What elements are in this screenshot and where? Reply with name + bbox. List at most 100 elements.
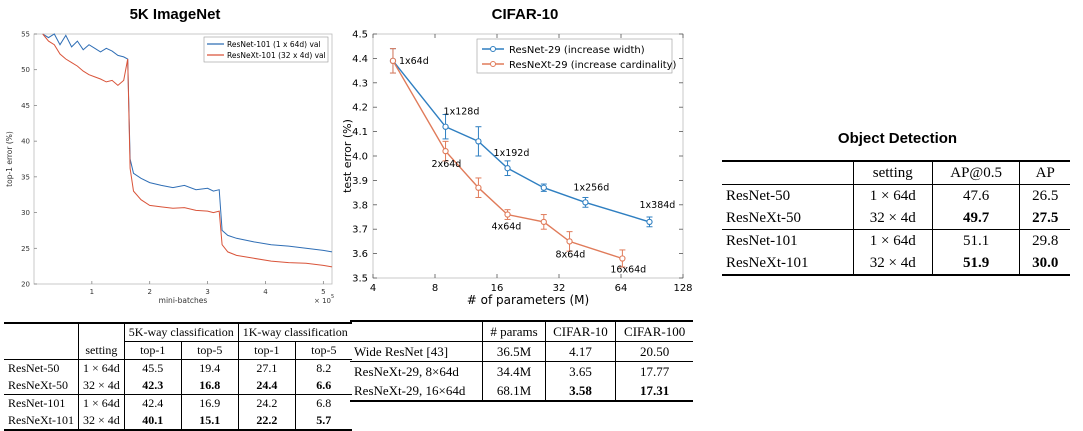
y-tick-label: 45 (21, 102, 30, 110)
x-tick-label: 4 (370, 283, 376, 294)
x-axis-label: mini-batches (159, 296, 208, 305)
y-tick-label: 4.5 (352, 30, 368, 41)
resnext29-point-label: 2x64d (432, 159, 462, 170)
value-cell: 22.2 (237, 412, 296, 431)
value-cell: 6.6 (294, 377, 352, 395)
model-name: ResNeXt-101 (4, 412, 79, 431)
column-header: AP (1019, 160, 1070, 185)
setting-cell: 1 × 64d (78, 394, 125, 412)
legend-label-resnet29: ResNet-29 (increase width) (509, 45, 645, 56)
y-tick-label: 3.9 (352, 176, 368, 187)
legend-box (476, 38, 673, 74)
value-cell: 40.1 (123, 412, 182, 431)
column-header: # params (482, 320, 546, 342)
setting-cell: 32 × 4d (852, 207, 933, 230)
resnet29-data-point (475, 138, 482, 145)
value-cell: 68.1M (482, 381, 546, 402)
model-name: ResNet-101 (726, 232, 798, 249)
legend-label-resnext: ResNeXt-101 (32 x 4d) val (227, 51, 326, 60)
y-tick-label: 40 (21, 138, 30, 146)
resnext29-data-point (504, 211, 511, 218)
value-cell: 42.3 (123, 377, 182, 395)
setting-cell: 32 × 4d (852, 252, 933, 276)
y-axis-label: top-1 error (%) (5, 131, 14, 187)
y-tick-label: 50 (21, 66, 30, 74)
value-cell: 51.9 (931, 252, 1020, 276)
value-cell: 24.2 (237, 394, 296, 412)
resnet29-data-point (540, 184, 547, 191)
y-tick-label: 30 (21, 209, 30, 217)
table-cell (722, 160, 854, 185)
table-row: ResNeXt-101 32 × 4d 40.1 15.1 22.2 5.7 (4, 412, 352, 431)
value-cell: 27.5 (1019, 207, 1070, 230)
value-cell: 15.1 (180, 412, 239, 431)
table-row: ResNet-50 1 × 64d 47.6 26.5 (722, 184, 1070, 207)
resnet29-point-label: 1x64d (399, 56, 429, 67)
y-tick-label: 3.8 (352, 200, 368, 211)
value-cell: 51.1 (931, 229, 1020, 252)
resnext29-data-point (619, 255, 626, 262)
value-cell: 24.4 (237, 377, 296, 395)
resnet29-data-point (504, 165, 511, 172)
column-header: top-5 (294, 341, 352, 360)
resnext29-point-label: 8x64d (556, 249, 586, 260)
value-cell: 34.4M (482, 361, 546, 381)
y-tick-label: 20 (21, 281, 30, 289)
x-tick-label: 8 (432, 283, 438, 294)
resnet29-data-point (442, 123, 449, 130)
setting-cell: 1 × 64d (852, 184, 933, 207)
plot-frame (33, 33, 333, 285)
value-cell: 3.65 (544, 361, 616, 381)
setting-header: setting (78, 341, 125, 360)
resnext-series-line (42, 33, 333, 268)
imagenet-results-table: 5K-way classification 1K-way classificat… (4, 322, 352, 431)
resnext29-data-point (442, 147, 449, 155)
legend-marker-resnext29 (490, 61, 496, 67)
resnet-series-line (42, 33, 333, 253)
column-header: CIFAR-10 (544, 320, 616, 342)
value-cell: 27.1 (237, 359, 296, 377)
resnext29-point-label: 4x64d (492, 222, 522, 233)
resnext29-point-label: 16x64d (610, 264, 646, 275)
table-row: ResNet-101 1 × 64d 51.1 29.8 (722, 229, 1070, 252)
y-tick-label: 4.1 (352, 127, 368, 138)
model-name: ResNeXt-29, 8×64d (354, 363, 459, 379)
resnext29-data-point (475, 184, 482, 191)
x-tick-label: 32 (553, 283, 566, 294)
model-name: ResNeXt-29, 16×64d (350, 381, 483, 402)
plot-frame (372, 33, 684, 279)
table-row: ResNet-101 1 × 64d 42.4 16.9 24.2 6.8 (4, 394, 352, 412)
table-cell (350, 320, 483, 342)
column-header: top-1 (123, 341, 182, 360)
table-cell (78, 322, 125, 342)
table-row: ResNet-50 1 × 64d 45.5 19.4 27.1 8.2 (4, 359, 352, 377)
column-header: setting (852, 160, 933, 185)
model-name: ResNeXt-101 (722, 252, 854, 276)
y-tick-label: 4.3 (352, 78, 368, 89)
legend-label-resnet: ResNet-101 (1 x 64d) val (227, 40, 321, 49)
x-tick-label: 1 (90, 288, 94, 296)
value-cell: 42.4 (123, 394, 182, 412)
detection-title: Object Detection (837, 130, 958, 147)
value-cell: 19.4 (180, 359, 239, 377)
table-row: ResNeXt-101 32 × 4d 51.9 30.0 (722, 252, 1070, 276)
setting-cell: 32 × 4d (78, 412, 125, 431)
value-cell: 17.31 (615, 381, 693, 402)
group-header-1k: 1K-way classification (237, 322, 352, 342)
resnext29-data-point (389, 57, 397, 64)
value-cell: 47.6 (931, 184, 1020, 207)
table-row: ResNeXt-50 32 × 4d 49.7 27.5 (722, 207, 1070, 230)
imagenet-title: 5K ImageNet (129, 6, 221, 23)
detection-results-table: setting AP@0.5 AP ResNet-50 1 × 64d 47.6… (722, 160, 1070, 276)
group-header-5k: 5K-way classification (123, 322, 239, 342)
resnext29-data-point (540, 218, 547, 226)
y-tick-label: 3.5 (352, 274, 368, 285)
y-axis-label: test error (%) (341, 119, 354, 193)
model-name: ResNeXt-50 (4, 377, 79, 395)
column-header: AP@0.5 (931, 160, 1020, 185)
column-header: top-1 (237, 341, 296, 360)
resnet29-point-label: 1x192d (494, 148, 530, 159)
setting-cell: 32 × 4d (78, 377, 125, 395)
table-row: ResNeXt-50 32 × 4d 42.3 16.8 24.4 6.6 (4, 377, 352, 395)
x-tick-label: 4 (263, 288, 268, 296)
